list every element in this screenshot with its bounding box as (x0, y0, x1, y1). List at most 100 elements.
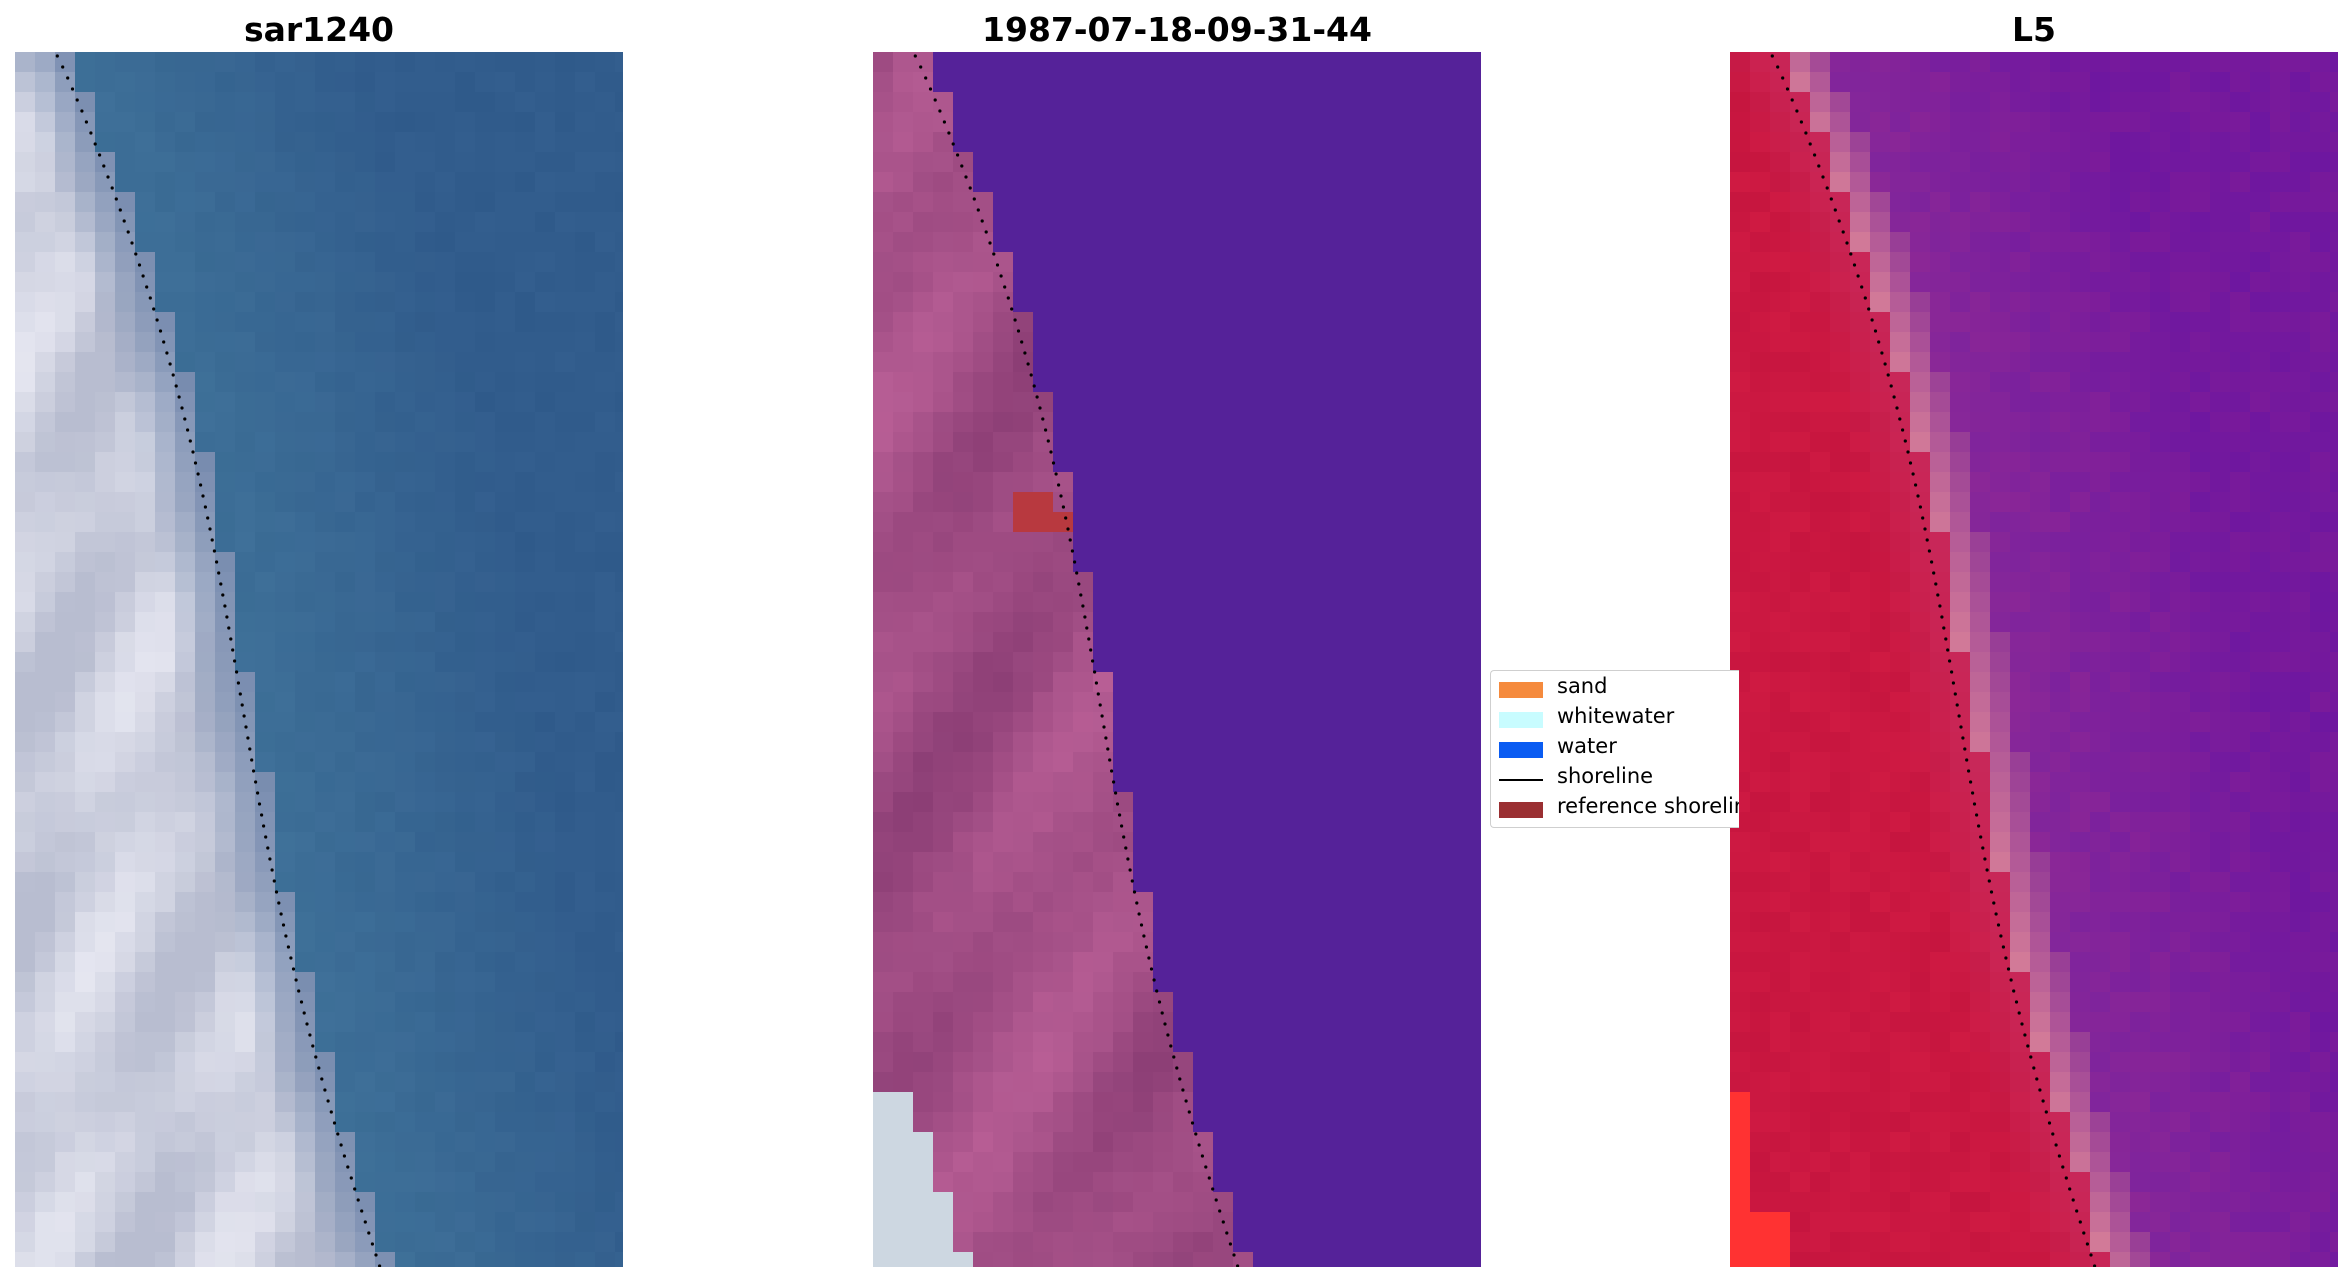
classified-pixel (1273, 1112, 1294, 1133)
classified-pixel (1333, 1092, 1354, 1113)
false-color-pixel (1970, 292, 1991, 313)
classified-pixel (1473, 272, 1481, 293)
false-color-pixel (1930, 212, 1951, 233)
false-color-pixel (2210, 312, 2231, 333)
false-color-pixel (1990, 272, 2011, 293)
rgb-pixel (75, 312, 96, 333)
false-color-pixel (2130, 552, 2151, 573)
shoreline-dot (171, 373, 175, 377)
classified-pixel (1213, 1232, 1234, 1253)
rgb-pixel (275, 272, 296, 293)
rgb-pixel (375, 872, 396, 893)
classified-pixel (873, 132, 894, 153)
classified-pixel (1313, 392, 1334, 413)
classified-pixel (1213, 832, 1234, 853)
classified-pixel (1073, 932, 1094, 953)
classified-pixel (993, 112, 1014, 133)
rgb-pixel (355, 692, 376, 713)
rgb-pixel (195, 992, 216, 1013)
classified-pixel (1113, 692, 1134, 713)
classified-pixel (1333, 192, 1354, 213)
rgb-pixel (315, 52, 336, 73)
false-color-pixel (1870, 132, 1891, 153)
classified-pixel (1333, 952, 1354, 973)
classified-pixel (1113, 952, 1134, 973)
rgb-pixel (555, 852, 576, 873)
rgb-pixel (595, 52, 616, 73)
classified-pixel (1433, 1152, 1454, 1173)
classified-pixel (1393, 992, 1414, 1013)
false-color-pixel (1990, 612, 2011, 633)
classified-pixel (1193, 152, 1214, 173)
rgb-pixel (415, 492, 436, 513)
rgb-pixel (395, 152, 416, 173)
classified-pixel (873, 232, 894, 253)
classified-pixel (1073, 152, 1094, 173)
classified-pixel (1373, 652, 1394, 673)
classified-pixel (1373, 892, 1394, 913)
rgb-pixel (335, 112, 356, 133)
rgb-pixel (395, 332, 416, 353)
classified-pixel (1153, 1092, 1174, 1113)
shoreline-dot (984, 230, 988, 234)
classified-pixel (1333, 1052, 1354, 1073)
false-color-pixel (2150, 72, 2171, 93)
shoreline-dot (1130, 879, 1134, 883)
classified-pixel (1353, 1232, 1374, 1253)
classified-pixel (913, 392, 934, 413)
rgb-pixel (15, 652, 36, 673)
shoreline-dot (976, 208, 980, 212)
false-color-pixel (2330, 572, 2338, 593)
rgb-pixel (395, 1192, 416, 1213)
shoreline-dot (1089, 648, 1093, 652)
false-color-pixel (2250, 212, 2271, 233)
false-color-pixel (2150, 572, 2171, 593)
rgb-pixel (535, 332, 556, 353)
false-color-pixel (2170, 512, 2191, 533)
rgb-pixel (535, 532, 556, 553)
rgb-pixel (495, 1072, 516, 1093)
false-color-pixel (2250, 432, 2271, 453)
shoreline-dot (1200, 1154, 1204, 1158)
rgb-pixel (375, 372, 396, 393)
classified-pixel (1093, 832, 1114, 853)
classified-pixel (1153, 432, 1174, 453)
classified-pixel (1413, 1052, 1434, 1073)
false-color-pixel (1870, 592, 1891, 613)
classified-pixel (1353, 792, 1374, 813)
classified-pixel (953, 492, 974, 513)
rgb-pixel (535, 272, 556, 293)
classified-pixel (1073, 1172, 1094, 1193)
rgb-pixel (575, 172, 596, 193)
classified-pixel (1113, 652, 1134, 673)
rgb-pixel (55, 252, 76, 273)
rgb-pixel (375, 532, 396, 553)
rgb-pixel (175, 572, 196, 593)
rgb-pixel (15, 632, 36, 653)
rgb-pixel (455, 152, 476, 173)
rgb-pixel (335, 952, 356, 973)
classified-pixel (1353, 272, 1374, 293)
classified-pixel (993, 72, 1014, 93)
rgb-pixel (195, 852, 216, 873)
rgb-pixel (575, 512, 596, 533)
rgb-pixel (315, 732, 336, 753)
rgb-pixel (495, 992, 516, 1013)
false-color-pixel (1830, 452, 1851, 473)
classified-pixel (1033, 652, 1054, 673)
shoreline-dot (1096, 692, 1100, 696)
rgb-pixel (495, 872, 516, 893)
rgb-pixel (35, 1232, 56, 1253)
classified-pixel (1373, 272, 1394, 293)
classified-pixel (1313, 612, 1334, 633)
classified-pixel (1353, 832, 1374, 853)
classified-pixel (1313, 92, 1334, 113)
rgb-pixel (355, 712, 376, 733)
rgb-pixel (215, 452, 236, 473)
classified-pixel (1353, 232, 1374, 253)
classified-pixel (1393, 1012, 1414, 1033)
rgb-pixel (75, 292, 96, 313)
classified-pixel (1253, 52, 1274, 73)
classified-pixel (933, 492, 954, 513)
classified-pixel (1253, 332, 1274, 353)
